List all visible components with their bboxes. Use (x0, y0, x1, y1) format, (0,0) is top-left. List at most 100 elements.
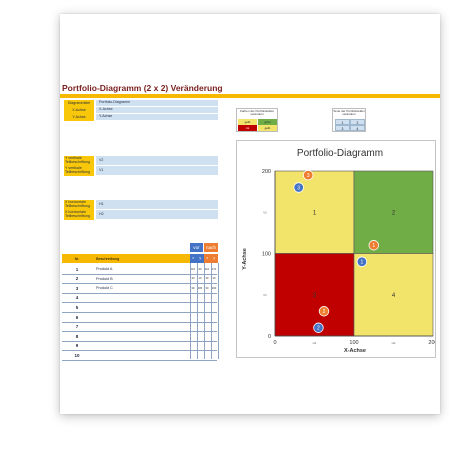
table-row-divider (62, 321, 217, 323)
col-after-header: nach (204, 243, 218, 252)
table-row-number: 8 (75, 333, 79, 339)
col-desc-header: Beschreibung (96, 256, 120, 261)
field-text-cell-2[interactable]: 2 (350, 119, 365, 125)
table-row-divider (62, 312, 217, 313)
x-tick-label: 0 (273, 340, 276, 346)
table-row-value[interactable]: 170 (211, 267, 217, 271)
table-row-value[interactable]: 30 (212, 277, 216, 281)
legend-cell-yellow-1[interactable]: gelb (238, 119, 257, 125)
table-row-number: 1 (75, 266, 79, 272)
table-row-value[interactable]: 30 (205, 277, 209, 281)
settings-label-yaxis: Y-Achse (64, 114, 94, 121)
table-row-value[interactable]: 90 (198, 267, 202, 271)
field-text-cell-1[interactable]: 1 (335, 119, 350, 125)
table-column-divider (204, 263, 205, 359)
table-row-description[interactable]: Produkt A (96, 267, 113, 271)
table-row-number: 6 (75, 314, 79, 320)
x-part-label: H1 (313, 341, 317, 345)
table-row-value[interactable]: 30 (191, 277, 195, 281)
table-row-description[interactable]: Produkt B (96, 276, 113, 281)
field-text-box: Texte der Portfoliofelder verändern 1 2 … (332, 108, 366, 132)
settings-label-xaxis: X-Achse (64, 107, 94, 114)
horizontal-value-h2[interactable]: H2 (96, 210, 218, 220)
table-row-divider (62, 302, 217, 304)
marker-label: 1 (372, 243, 375, 249)
marker-vor-1[interactable] (356, 256, 368, 267)
portfolio-chart: Portfolio-Diagramm 1 2 3 4 0 100 200 0 100 200 H1… (236, 140, 438, 358)
table-row-number: 7 (75, 324, 79, 330)
color-legend-header: Farben der Portfoliofelder verändern (239, 109, 275, 117)
marker-label: 1 (361, 260, 364, 266)
table-row-value[interactable]: 110 (204, 267, 210, 271)
table-row-number: 4 (75, 295, 79, 301)
quadrant-label-3: 3 (313, 293, 317, 299)
settings-value-xaxis[interactable]: X-Achse (96, 107, 218, 114)
color-legend-box: Farben der Portfoliofelder verändern gel… (236, 108, 278, 132)
marker-vor-3[interactable] (293, 182, 304, 193)
marker-nach-2[interactable] (318, 306, 330, 317)
table-row-divider (62, 292, 217, 294)
horizontal-value-h1[interactable]: H1 (96, 200, 218, 210)
field-text-cell-4[interactable]: 4 (350, 125, 365, 131)
quadrant-2 (353, 170, 434, 254)
marker-nach-1[interactable] (368, 240, 379, 251)
table-row-value[interactable]: 30 (191, 286, 195, 290)
table-row-divider (62, 350, 217, 352)
quadrant-4 (353, 253, 434, 337)
table-column-divider (211, 263, 212, 359)
marker-label: 2 (317, 326, 320, 332)
sub-header-cell: x (204, 254, 211, 263)
quadrant-label-1: 1 (313, 210, 317, 216)
vertical-value-v1[interactable]: V1 (96, 166, 218, 176)
x-part-label: H2 (392, 341, 396, 345)
sub-header-cell: x (190, 254, 197, 263)
settings-label-charttitle: Diagrammtitel (64, 100, 94, 107)
title-underline (60, 94, 440, 98)
col-before-header: vor (190, 243, 203, 252)
field-text-cell-3[interactable]: 3 (335, 125, 350, 131)
chart-svg: Portfolio-Diagramm 1 2 3 4 0 100 200 0 100 200 H1… (242, 148, 438, 354)
quadrant-label-2: 2 (392, 210, 396, 216)
table-row-number: 5 (75, 304, 79, 310)
table-row-value[interactable]: 10 (198, 277, 202, 281)
marker-label: 3 (307, 173, 310, 179)
y-tick-label: 100 (262, 252, 271, 258)
table-row-value[interactable]: 110 (190, 267, 196, 271)
table-row-number: 9 (75, 343, 79, 349)
marker-label: 2 (323, 309, 326, 315)
marker-nach-3[interactable] (302, 169, 314, 181)
table-row-value[interactable]: 30 (205, 286, 209, 290)
vertical-label-v2: Y vertikale Teilbeschriftung (64, 156, 94, 166)
table-column-divider (197, 263, 198, 359)
vertical-label-v1: Y vertikale Teilbeschriftung (64, 166, 94, 176)
vertical-value-v2[interactable]: V2 (96, 156, 218, 166)
table-row-divider (62, 283, 217, 285)
sub-header-cell: y (197, 254, 204, 263)
quadrant-label-4: 4 (392, 293, 396, 299)
horizontal-label-h2: X horizontale Teilbeschriftung (64, 210, 94, 220)
legend-cell-green[interactable]: grün (258, 119, 277, 125)
table-row-value[interactable]: 200 (211, 286, 217, 290)
col-nr-header: Nr. (74, 256, 80, 261)
table-header: Nr. Beschreibung (62, 254, 190, 263)
sub-header-cell: y (211, 254, 218, 263)
field-text-header: Texte der Portfoliofelder verändern (333, 109, 365, 117)
table-row-value[interactable]: 180 (197, 286, 203, 290)
y-tick-label: 0 (268, 334, 271, 340)
x-axis-title: X-Achse (344, 348, 366, 354)
horizontal-label-h1: X horizontale Teilbeschriftung (64, 200, 94, 210)
legend-cell-red[interactable]: rot (238, 125, 257, 131)
table-row-divider (62, 340, 217, 342)
table-row-number: 10 (74, 352, 80, 358)
marker-label: 3 (297, 185, 300, 191)
marker-vor-2[interactable] (313, 322, 324, 333)
settings-value-yaxis[interactable]: Y-Achse (96, 114, 218, 121)
legend-cell-yellow-2[interactable]: gelb (258, 125, 277, 131)
page-title: Portfolio-Diagramm (2 x 2) Veränderung (62, 83, 223, 93)
table-row-description[interactable]: Produkt C (96, 286, 113, 291)
table-row-number: 3 (75, 285, 79, 291)
chart-title: Portfolio-Diagramm (297, 148, 383, 159)
table-row-number: 2 (75, 276, 79, 282)
settings-value-charttitle[interactable]: Portfolio-Diagramm (96, 100, 218, 107)
y-part-label: V2 (263, 210, 267, 214)
